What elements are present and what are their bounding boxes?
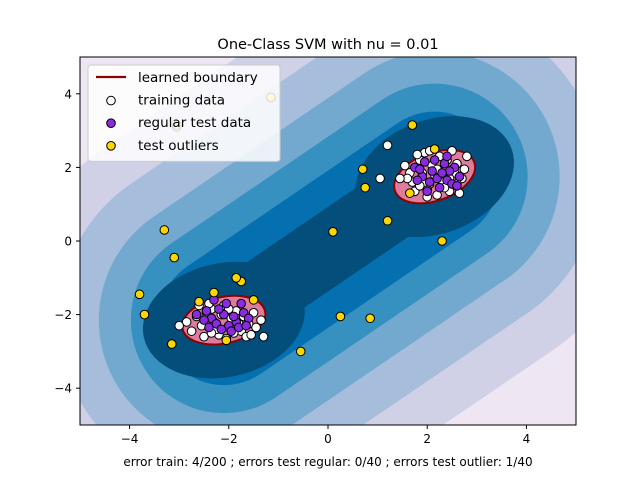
test-outlier-point [365, 313, 375, 324]
legend: learned boundary training data regular tes… [87, 64, 281, 162]
legend-marker-swatch [106, 95, 116, 106]
legend-box [87, 64, 281, 162]
test-outlier-point [357, 164, 368, 175]
y-axis: −4 −2 0 2 4 [54, 87, 80, 396]
chart-title: One-Class SVM with nu = 0.01 [217, 37, 438, 53]
data-points [134, 92, 472, 357]
legend-marker-swatch [106, 141, 116, 151]
x-axis: −4 −2 0 2 4 [121, 425, 530, 446]
test-outlier-point [209, 287, 219, 298]
regular-test-point [452, 181, 462, 191]
test-outlier-point [139, 309, 150, 320]
test-outlier-point [231, 273, 242, 283]
training-point [246, 330, 256, 340]
test-outlier-point [134, 289, 145, 300]
regular-test-point [236, 298, 246, 309]
regular-test-point [429, 155, 440, 165]
training-point [459, 164, 470, 175]
test-outlier-point [166, 339, 177, 349]
y-tick-label: 2 [64, 161, 72, 175]
training-point [412, 149, 423, 160]
regular-test-point [201, 306, 212, 316]
test-outlier-point [382, 215, 393, 226]
legend-label: test outliers [138, 138, 219, 154]
training-point [400, 160, 410, 171]
legend-label: training data [138, 93, 225, 109]
training-point [258, 331, 269, 342]
test-outlier-point [360, 182, 371, 193]
y-tick-label: −2 [54, 308, 72, 322]
regular-test-point [424, 177, 435, 187]
test-outlier-point [248, 295, 259, 305]
x-tick-label: 4 [523, 432, 531, 446]
training-point [251, 322, 261, 333]
regular-test-point [419, 157, 430, 167]
training-point [186, 326, 197, 336]
legend-label: regular test data [138, 115, 251, 131]
test-outlier-point [169, 252, 180, 263]
regular-test-point [191, 309, 202, 320]
training-point [181, 317, 192, 327]
legend-marker-swatch [106, 118, 116, 128]
training-point [395, 173, 405, 184]
y-tick-label: −4 [54, 382, 72, 396]
regular-test-point [437, 168, 447, 178]
regular-test-point [442, 151, 452, 162]
x-tick-label: 0 [324, 432, 332, 446]
legend-label: learned boundary [138, 70, 258, 86]
x-axis-label: error train: 4/200 ; errors test regular… [123, 455, 532, 469]
contour-level-6-waist [188, 141, 470, 356]
regular-test-point [204, 322, 214, 333]
regular-test-point [454, 171, 465, 182]
y-tick-label: 0 [64, 235, 72, 249]
test-outlier-point [429, 144, 440, 154]
test-outlier-point [437, 236, 447, 246]
regular-test-point [412, 175, 423, 186]
regular-test-point [199, 315, 209, 325]
regular-test-point [422, 186, 433, 197]
training-point [199, 331, 209, 342]
test-outlier-point [221, 335, 232, 346]
regular-test-point [427, 166, 437, 176]
regular-test-point [216, 324, 227, 335]
training-point [375, 173, 385, 184]
test-outlier-point [194, 296, 204, 307]
x-tick-label: 2 [423, 432, 431, 446]
y-tick-label: 4 [64, 87, 72, 101]
regular-test-point [221, 298, 232, 309]
training-point [256, 315, 266, 325]
test-outlier-point [335, 311, 346, 322]
regular-test-point [226, 326, 237, 336]
test-outlier-point [328, 227, 338, 237]
test-outlier-point [405, 188, 415, 198]
test-outlier-point [159, 225, 170, 235]
x-tick-label: −4 [121, 432, 139, 446]
training-point [382, 140, 393, 151]
regular-test-point [214, 304, 224, 314]
regular-test-point [414, 164, 425, 175]
training-point [174, 320, 184, 331]
training-point [462, 151, 472, 162]
test-outlier-point [295, 346, 306, 357]
regular-test-point [228, 311, 239, 322]
plot-area [80, 57, 576, 425]
test-outlier-point [407, 120, 418, 130]
x-tick-label: −2 [220, 432, 238, 446]
regular-test-point [241, 320, 251, 331]
regular-test-point [434, 182, 445, 193]
regular-test-points [191, 151, 465, 336]
